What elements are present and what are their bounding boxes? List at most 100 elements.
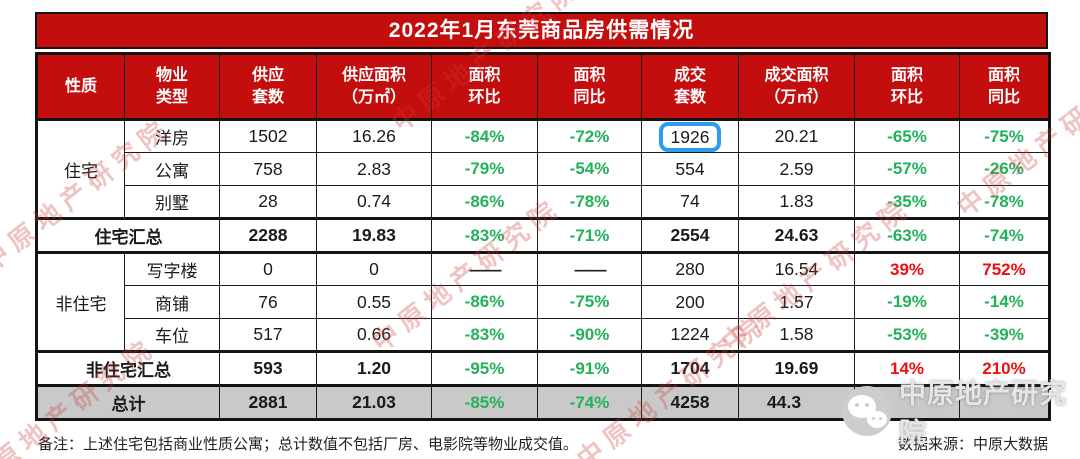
- cell-chewei-deal-yoy: -39%: [959, 318, 1050, 352]
- cell-xiezilou-supply-yoy: ——: [537, 252, 642, 286]
- cell-xiezilou-deal-units: 280: [641, 252, 739, 286]
- cell-grand-total-supply-area: 21.03: [316, 384, 432, 420]
- cell-zhuzhai-total-supply-yoy: -71%: [537, 217, 642, 254]
- cell-grand-total-deal-yoy: [959, 384, 1050, 420]
- cell-zhuzhai-total-deal-mom: -63%: [854, 217, 960, 254]
- cell-chewei-supply-units: 517: [219, 318, 317, 352]
- cell-zhuzhai-total-deal-area: 24.63: [738, 217, 855, 254]
- col-header-deal-units: 成交 套数: [641, 53, 739, 121]
- cell-xiezilou-supply-area: 0: [316, 252, 432, 286]
- supply-demand-table: 2022年1月东莞商品房供需情况 性质 物业 类型 供应 套数 供应面积 （万㎡） 面…: [35, 12, 1051, 421]
- col-header-deal-area-mom: 面积 环比: [854, 53, 960, 121]
- cell-gongyu-deal-area: 2.59: [738, 152, 855, 186]
- cell-feizhuzhai-total-deal-units: 1704: [641, 350, 739, 387]
- cell-xiezilou-supply-mom: ——: [431, 252, 538, 286]
- col-header-supply-area: 供应面积 （万㎡）: [316, 53, 432, 121]
- cell-grand-total-supply-mom: -85%: [431, 384, 538, 420]
- cell-feizhuzhai-total-supply-mom: -95%: [431, 350, 538, 387]
- col-header-deal-area-yoy: 面积 同比: [959, 53, 1050, 121]
- cell-grand-total-supply-units: 2881: [219, 384, 317, 420]
- cell-xiezilou-deal-area: 16.54: [738, 252, 855, 286]
- cell-group-residential: 住宅: [36, 119, 125, 219]
- cell-shangpu-supply-area: 0.55: [316, 285, 432, 319]
- row-xiezilou: 非住宅 写字楼 0 0 —— —— 280 16.54 39% 752%: [36, 252, 1050, 352]
- cell-xiezilou-deal-mom: 39%: [854, 252, 960, 286]
- cell-zhuzhai-total-label: 住宅汇总: [36, 217, 220, 254]
- cell-shangpu-deal-mom: -19%: [854, 285, 960, 319]
- cell-gongyu-deal-mom: -57%: [854, 152, 960, 186]
- row-bieshu: 别墅 28 0.74 -86% -78% 74 1.83 -35% -78%: [37, 185, 1050, 219]
- cell-shangpu-supply-units: 76: [219, 285, 317, 319]
- row-shangpu: 商铺 76 0.55 -86% -75% 200 1.57 -19% -14%: [37, 285, 1050, 319]
- col-header-supply-area-yoy: 面积 同比: [537, 53, 642, 121]
- cell-chewei-supply-mom: -83%: [431, 318, 538, 352]
- cell-zhuzhai-total-deal-yoy: -74%: [959, 217, 1050, 254]
- cell-yangfang-deal-units: 1926: [641, 119, 739, 153]
- cell-chewei-supply-area: 0.66: [316, 318, 432, 352]
- cell-zhuzhai-total-supply-mom: -83%: [431, 217, 538, 254]
- cell-grand-total-supply-yoy: -74%: [537, 384, 642, 420]
- cell-bieshu-supply-yoy: -78%: [537, 185, 642, 219]
- cell-gongyu-supply-yoy: -54%: [537, 152, 642, 186]
- cell-feizhuzhai-total-supply-units: 593: [219, 350, 317, 387]
- cell-zhuzhai-total-supply-area: 19.83: [316, 217, 432, 254]
- cell-yangfang-supply-area: 16.26: [316, 119, 432, 153]
- cell-grand-total-deal-mom: [854, 384, 960, 420]
- cell-gongyu-type: 公寓: [124, 152, 220, 186]
- cell-grand-total-label: 总计: [36, 384, 220, 420]
- col-header-deal-area: 成交面积 （万㎡）: [738, 53, 855, 121]
- footer: 备注：上述住宅包括商业性质公寓；总计数值不包括厂房、电影院等物业成交值。 数据来…: [38, 433, 1048, 454]
- cell-yangfang-supply-yoy: -72%: [537, 119, 642, 153]
- cell-yangfang-supply-units: 1502: [219, 119, 317, 153]
- cell-yangfang-deal-yoy: -75%: [959, 119, 1050, 153]
- table-title: 2022年1月东莞商品房供需情况: [35, 12, 1048, 49]
- cell-bieshu-deal-units: 74: [641, 185, 739, 219]
- cell-xiezilou-type: 写字楼: [124, 252, 220, 286]
- row-yangfang: 住宅 洋房 1502 16.26 -84% -72% 1926 20.21 -6…: [36, 119, 1050, 219]
- row-grand-total: 总计 2881 21.03 -85% -74% 4258 44.3: [36, 384, 1050, 420]
- header-row: 性质 物业 类型 供应 套数 供应面积 （万㎡） 面积 环比 面积 同比 成交 套数 成交面…: [36, 53, 1050, 121]
- cell-chewei-supply-yoy: -90%: [537, 318, 642, 352]
- cell-bieshu-supply-units: 28: [219, 185, 317, 219]
- cell-feizhuzhai-total-supply-yoy: -91%: [537, 350, 642, 387]
- cell-shangpu-supply-yoy: -75%: [537, 285, 642, 319]
- row-chewei: 车位 517 0.66 -83% -90% 1224 1.58 -53% -39…: [37, 318, 1050, 352]
- cell-gongyu-deal-yoy: -26%: [959, 152, 1050, 186]
- col-header-nature: 性质: [36, 53, 125, 121]
- col-header-supply-units: 供应 套数: [219, 53, 317, 121]
- cell-xiezilou-supply-units: 0: [219, 252, 317, 286]
- cell-yangfang-supply-mom: -84%: [431, 119, 538, 153]
- cell-bieshu-deal-area: 1.83: [738, 185, 855, 219]
- cell-chewei-deal-units: 1224: [641, 318, 739, 352]
- cell-xiezilou-deal-yoy: 752%: [959, 252, 1050, 286]
- row-residential-subtotal: 住宅汇总 2288 19.83 -83% -71% 2554 24.63 -63…: [36, 217, 1050, 254]
- footer-note: 备注：上述住宅包括商业性质公寓；总计数值不包括厂房、电影院等物业成交值。: [38, 436, 579, 453]
- cell-bieshu-supply-area: 0.74: [316, 185, 432, 219]
- highlighted-cell[interactable]: 1926: [658, 121, 722, 152]
- cell-bieshu-deal-mom: -35%: [854, 185, 960, 219]
- cell-feizhuzhai-total-deal-yoy: 210%: [959, 350, 1050, 387]
- cell-chewei-deal-area: 1.58: [738, 318, 855, 352]
- cell-yangfang-type: 洋房: [124, 119, 220, 153]
- cell-grand-total-deal-units: 4258: [641, 384, 739, 420]
- cell-feizhuzhai-total-deal-mom: 14%: [854, 350, 960, 387]
- cell-gongyu-deal-units: 554: [641, 152, 739, 186]
- cell-gongyu-supply-mom: -79%: [431, 152, 538, 186]
- col-header-supply-area-mom: 面积 环比: [431, 53, 538, 121]
- cell-shangpu-type: 商铺: [124, 285, 220, 319]
- cell-shangpu-deal-area: 1.57: [738, 285, 855, 319]
- col-header-property-type: 物业 类型: [124, 53, 220, 121]
- cell-bieshu-deal-yoy: -78%: [959, 185, 1050, 219]
- cell-gongyu-supply-units: 758: [219, 152, 317, 186]
- cell-feizhuzhai-total-supply-area: 1.20: [316, 350, 432, 387]
- cell-chewei-deal-mom: -53%: [854, 318, 960, 352]
- cell-shangpu-deal-units: 200: [641, 285, 739, 319]
- data-table: 性质 物业 类型 供应 套数 供应面积 （万㎡） 面积 环比 面积 同比 成交 套数 成交面…: [35, 52, 1051, 421]
- cell-chewei-type: 车位: [124, 318, 220, 352]
- row-non-residential-subtotal: 非住宅汇总 593 1.20 -95% -91% 1704 19.69 14% …: [36, 350, 1050, 387]
- cell-bieshu-type: 别墅: [124, 185, 220, 219]
- cell-feizhuzhai-total-label: 非住宅汇总: [36, 350, 220, 387]
- cell-yangfang-deal-mom: -65%: [854, 119, 960, 153]
- cell-gongyu-supply-area: 2.83: [316, 152, 432, 186]
